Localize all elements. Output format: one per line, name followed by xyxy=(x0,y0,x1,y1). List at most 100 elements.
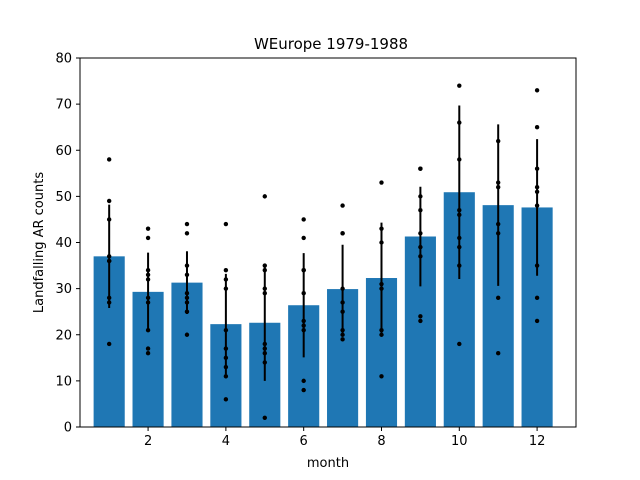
x-tick-label-10: 10 xyxy=(451,434,468,449)
point-month-1-4 xyxy=(106,258,112,264)
point-month-8-3 xyxy=(379,286,384,291)
point-month-1-1 xyxy=(106,300,112,305)
point-month-2-5 xyxy=(145,277,151,282)
point-month-10-8 xyxy=(457,83,462,88)
point-month-1-2 xyxy=(106,295,112,301)
chart-title: WEurope 1979-1988 xyxy=(254,35,408,53)
point-month-9-3 xyxy=(418,244,423,250)
plot-area xyxy=(93,83,553,427)
point-month-2-1 xyxy=(145,346,151,351)
x-tick-label-12: 12 xyxy=(529,434,546,449)
point-month-3-7 xyxy=(184,231,190,236)
point-month-7-1 xyxy=(340,332,345,337)
point-month-5-1 xyxy=(262,360,267,365)
x-tick-label-6: 6 xyxy=(300,434,308,449)
x-tick-label-2: 2 xyxy=(144,434,152,449)
point-month-2-3 xyxy=(145,300,151,305)
point-month-12-2 xyxy=(534,263,540,268)
point-month-9-1 xyxy=(418,314,423,319)
y-tick-label-40: 40 xyxy=(55,236,72,251)
y-tick-label-80: 80 xyxy=(55,52,72,67)
point-month-4-0 xyxy=(223,397,229,402)
point-month-6-0 xyxy=(301,387,306,393)
point-month-9-8 xyxy=(418,166,423,171)
y-tick-label-0: 0 xyxy=(64,421,72,436)
point-month-10-3 xyxy=(457,235,462,241)
point-month-3-2 xyxy=(184,300,190,305)
point-month-12-7 xyxy=(534,124,540,130)
point-month-11-5 xyxy=(495,180,501,185)
point-month-10-2 xyxy=(457,244,462,250)
point-month-12-8 xyxy=(534,88,540,93)
point-month-6-2 xyxy=(301,327,306,333)
point-month-1-0 xyxy=(106,341,112,347)
point-month-2-2 xyxy=(145,327,151,333)
point-month-11-0 xyxy=(495,351,501,356)
point-month-3-5 xyxy=(184,272,190,277)
point-month-6-3 xyxy=(301,323,306,328)
point-month-12-4 xyxy=(534,189,540,194)
point-month-4-3 xyxy=(223,355,229,361)
point-month-1-5 xyxy=(106,254,112,259)
point-month-4-1 xyxy=(223,374,229,379)
point-month-3-6 xyxy=(184,263,190,268)
point-month-1-6 xyxy=(106,217,112,222)
point-month-5-8 xyxy=(262,263,267,268)
point-month-11-6 xyxy=(495,138,501,144)
point-month-8-1 xyxy=(379,332,384,337)
point-month-8-5 xyxy=(379,240,384,245)
point-month-4-9 xyxy=(223,221,229,227)
point-month-12-1 xyxy=(534,295,540,301)
point-month-8-4 xyxy=(379,281,384,287)
x-tick-label-4: 4 xyxy=(222,434,230,449)
point-month-2-8 xyxy=(145,235,151,241)
point-month-4-7 xyxy=(223,277,229,282)
point-month-7-0 xyxy=(340,337,345,342)
point-month-3-0 xyxy=(184,332,190,337)
point-month-11-4 xyxy=(495,184,501,190)
point-month-7-3 xyxy=(340,309,345,314)
point-month-3-8 xyxy=(184,221,190,227)
point-month-6-4 xyxy=(301,318,306,324)
point-month-4-4 xyxy=(223,346,229,351)
point-month-5-3 xyxy=(262,346,267,351)
point-month-11-2 xyxy=(495,231,501,236)
y-tick-label-30: 30 xyxy=(55,282,72,297)
point-month-4-6 xyxy=(223,286,229,291)
point-month-10-0 xyxy=(457,341,462,347)
y-tick-label-70: 70 xyxy=(55,98,72,113)
point-month-11-3 xyxy=(495,221,501,227)
point-month-6-1 xyxy=(301,378,306,384)
point-month-10-4 xyxy=(457,212,462,218)
point-month-2-6 xyxy=(145,272,151,277)
point-month-12-6 xyxy=(534,166,540,171)
y-tick-label-60: 60 xyxy=(55,144,72,159)
point-month-5-2 xyxy=(262,351,267,356)
point-month-9-6 xyxy=(418,194,423,199)
point-month-10-1 xyxy=(457,263,462,268)
point-month-6-5 xyxy=(301,291,306,296)
point-month-9-4 xyxy=(418,231,423,236)
point-month-8-2 xyxy=(379,327,384,333)
point-month-5-7 xyxy=(262,267,267,273)
point-month-9-0 xyxy=(418,318,423,324)
point-month-4-2 xyxy=(223,364,229,370)
x-axis: 2 4 6 8 10 12 xyxy=(144,427,545,449)
point-month-5-4 xyxy=(262,341,267,347)
point-month-7-8 xyxy=(340,203,345,208)
point-month-12-3 xyxy=(534,203,540,208)
point-month-5-9 xyxy=(262,194,267,199)
y-tick-label-50: 50 xyxy=(55,190,72,205)
point-month-6-7 xyxy=(301,267,306,273)
point-month-8-7 xyxy=(379,180,384,185)
point-month-8-6 xyxy=(379,226,384,231)
point-month-2-0 xyxy=(145,351,151,356)
point-month-3-4 xyxy=(184,291,190,296)
point-month-12-5 xyxy=(534,184,540,190)
point-month-10-6 xyxy=(457,157,462,162)
point-month-8-0 xyxy=(379,374,384,379)
point-month-5-6 xyxy=(262,286,267,291)
point-month-11-1 xyxy=(495,295,501,301)
point-month-5-0 xyxy=(262,415,267,420)
